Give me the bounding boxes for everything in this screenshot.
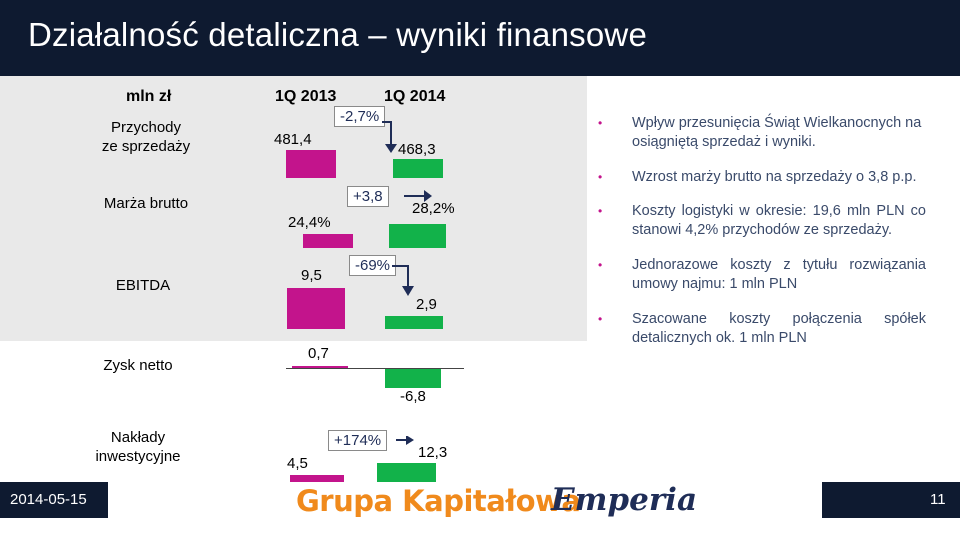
footer-date: 2014-05-15 — [10, 491, 87, 508]
value-naklady-2013: 4,5 — [287, 455, 308, 472]
bullet-list: • Wpływ przesunięcia Świąt Wielkanocnych … — [598, 114, 926, 348]
arrow-down-icon — [382, 121, 397, 153]
row-label-przychody: Przychody ze sprzedaży — [94, 118, 198, 156]
arrow-down-icon — [392, 265, 414, 296]
value-ebitda-2014: 2,9 — [416, 296, 437, 313]
bullet-text: Wzrost marży brutto na sprzedaży o 3,8 p… — [632, 169, 917, 185]
value-ebitda-2013: 9,5 — [301, 267, 322, 284]
row-label-line: ze sprzedaży — [101, 138, 191, 155]
row-label-ebitda: EBITDA — [115, 277, 171, 294]
row-label-naklady: Nakłady inwestycyjne — [90, 428, 186, 466]
value-przychody-2013: 481,4 — [274, 131, 312, 148]
footer-page-box — [822, 482, 960, 518]
page-number: 11 — [930, 491, 946, 508]
bar-zysk-2013 — [292, 366, 348, 368]
row-label-line: Nakłady — [110, 429, 166, 446]
bullet-item: • Wzrost marży brutto na sprzedaży o 3,8 … — [598, 168, 926, 187]
col-header-1q2014: 1Q 2014 — [384, 88, 446, 105]
bullet-text: Szacowane koszty połączenia spółek detal… — [632, 311, 926, 346]
bullet-item: • Jednorazowe koszty z tytułu rozwiązania… — [598, 256, 926, 294]
bar-przychody-2014 — [393, 159, 443, 178]
slide-title: Działalność detaliczna – wyniki finansow… — [28, 16, 648, 53]
bar-zysk-2014 — [385, 369, 441, 388]
bar-marza-2014 — [389, 224, 446, 248]
value-naklady-2014: 12,3 — [418, 444, 448, 461]
bullet-text: Jednorazowe koszty z tytułu rozwiązania … — [632, 257, 926, 292]
value-zysk-2014: -6,8 — [400, 388, 426, 405]
bar-marza-2013 — [303, 234, 353, 248]
bullet-icon: • — [598, 312, 603, 326]
bullet-text: Wpływ przesunięcia Świąt Wielkanocnych n… — [632, 115, 922, 150]
bar-ebitda-2014 — [385, 316, 443, 329]
row-label-line: Przychody — [110, 119, 182, 136]
bullet-icon: • — [598, 116, 603, 130]
zero-axis — [286, 368, 464, 369]
change-badge-marza: +3,8 — [347, 186, 389, 207]
arrow-right-icon — [396, 436, 414, 445]
row-label-marza: Marża brutto — [103, 195, 189, 212]
title-bar — [0, 0, 960, 76]
value-przychody-2014: 468,3 — [398, 141, 436, 158]
bar-naklady-2014 — [377, 463, 436, 482]
bullet-item: • Szacowane koszty połączenia spółek deta… — [598, 310, 926, 348]
unit-header: mln zł — [126, 88, 172, 105]
row-label-line: inwestycyjne — [95, 448, 181, 465]
bullet-item: • Koszty logistyki w okresie: 19,6 mln PL… — [598, 202, 926, 240]
bullet-item: • Wpływ przesunięcia Świąt Wielkanocnych … — [598, 114, 926, 152]
footer-date-box — [0, 482, 108, 518]
change-badge-naklady: +174% — [328, 430, 388, 451]
bar-przychody-2013 — [286, 150, 336, 178]
value-marza-2014: 28,2% — [412, 200, 455, 217]
value-zysk-2013: 0,7 — [308, 345, 329, 362]
change-badge-przychody: -2,7% — [334, 106, 386, 127]
bullet-text: Koszty logistyki w okresie: 19,6 mln PLN… — [632, 203, 926, 238]
bullet-icon: • — [598, 258, 603, 272]
row-label-zysk: Zysk netto — [103, 357, 173, 374]
col-header-1q2013: 1Q 2013 — [275, 88, 337, 105]
brand-logo-text: Grupa Kapitałowa — [296, 484, 581, 518]
emperia-logo: Emperia — [551, 482, 698, 518]
arrow-right-up-icon — [404, 190, 432, 202]
value-marza-2013: 24,4% — [288, 214, 331, 231]
bar-naklady-2013 — [290, 475, 344, 482]
bullet-icon: • — [598, 170, 603, 184]
change-badge-ebitda: -69% — [349, 255, 397, 276]
bar-ebitda-2013 — [287, 288, 345, 329]
bullet-icon: • — [598, 204, 603, 218]
